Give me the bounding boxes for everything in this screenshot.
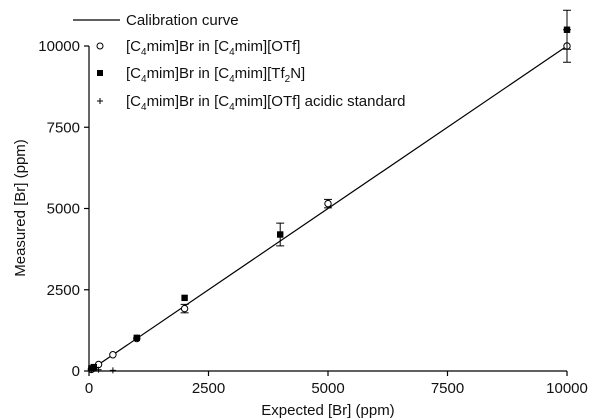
data-point-plus [90, 366, 97, 373]
data-point-open-circle [324, 199, 332, 208]
legend-label-calibration: Calibration curve [126, 12, 239, 29]
legend-label-series-2: [C4mim]Br in [C4mim][OTf] acidic standar… [126, 93, 406, 113]
legend-label-series-1: [C4mim]Br in [C4mim][Tf2N] [126, 65, 305, 85]
legend-marker-open-circle [96, 42, 104, 50]
y-tick-label: 2500 [47, 282, 80, 299]
data-point-plus [109, 367, 116, 374]
y-ticks: 0 2500 5000 7500 10000 [38, 38, 89, 380]
calibration-curve-line [88, 45, 568, 372]
x-ticks: 0 2500 5000 7500 10000 [85, 371, 588, 397]
y-tick-label: 10000 [38, 38, 80, 55]
x-tick-label: 0 [85, 380, 93, 397]
x-axis-title: Expected [Br] (ppm) [261, 402, 394, 419]
y-tick-label: 5000 [47, 201, 80, 218]
data-point-filled-square [563, 26, 571, 33]
y-tick-label: 7500 [47, 119, 80, 136]
series-2 [88, 366, 116, 374]
data-point-open-circle [109, 351, 117, 359]
data-point-plus [95, 366, 102, 373]
series-layer [87, 9, 571, 374]
y-tick-label: 0 [72, 363, 80, 380]
x-tick-label: 5000 [311, 380, 344, 397]
x-tick-label: 10000 [546, 380, 588, 397]
legend-label-series-0: [C4mim]Br in [C4mim][OTf] [126, 38, 300, 58]
legend-marker-filled-square [97, 70, 103, 76]
data-point-filled-square [133, 334, 140, 342]
data-point-filled-square [277, 231, 284, 238]
data-point-open-circle [180, 304, 189, 313]
x-tick-label: 7500 [431, 380, 464, 397]
x-tick-label: 2500 [192, 380, 225, 397]
legend-marker-plus [97, 98, 103, 104]
legend: Calibration curve [C4mim]Br in [C4mim][O… [73, 12, 406, 113]
y-axis-title: Measured [Br] (ppm) [12, 139, 29, 277]
data-point-filled-square [181, 294, 188, 302]
